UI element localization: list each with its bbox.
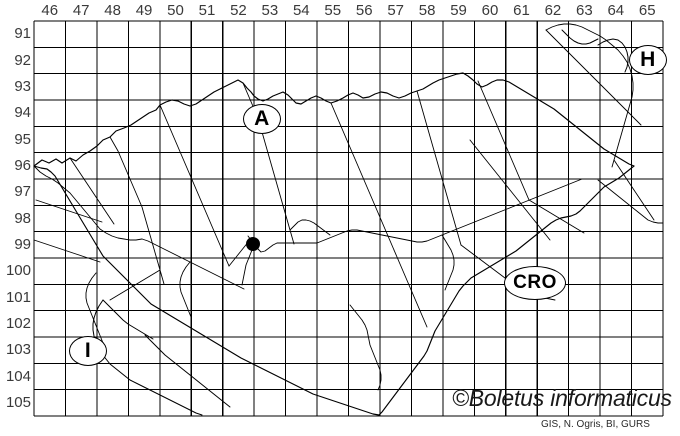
credit-text: GIS, N. Ogris, BI, GURS (540, 419, 651, 430)
y-axis-tick-label: 102 (5, 314, 31, 332)
y-axis-tick-label: 104 (5, 367, 31, 385)
y-axis-tick-label: 91 (14, 25, 31, 43)
y-axis-tick-label: 100 (5, 262, 31, 280)
copyright-text: ©Boletus informaticus (452, 385, 672, 411)
x-axis-tick-label: 54 (292, 2, 310, 19)
x-axis-tick-label: 61 (513, 2, 530, 19)
x-axis-tick-label: 62 (544, 2, 562, 19)
y-axis-tick-label: 93 (14, 77, 31, 95)
x-axis-tick-label: 53 (261, 2, 279, 19)
grid-lines (33, 20, 664, 417)
y-axis-tick-label: 94 (14, 104, 31, 122)
country-code-badge-i: I (69, 336, 107, 366)
x-axis-tick-label: 50 (167, 2, 184, 19)
x-axis-tick-label: 63 (576, 2, 593, 19)
y-axis-tick-label: 99 (14, 235, 31, 253)
y-axis-tick-label: 101 (5, 288, 31, 306)
country-border (33, 72, 635, 416)
y-axis-tick-label: 105 (5, 393, 31, 411)
y-axis-tick-label: 92 (14, 51, 31, 69)
x-axis-tick-label: 48 (104, 2, 121, 19)
y-axis-tick-label: 97 (14, 183, 31, 201)
x-axis-tick-label: 60 (481, 2, 499, 19)
y-axis-tick-label: 103 (5, 341, 31, 359)
country-code-badge-a: A (243, 104, 281, 134)
x-axis-tick-label: 49 (135, 2, 153, 19)
x-axis-tick-label: 64 (607, 2, 625, 19)
x-axis-tick-label: 56 (355, 2, 373, 19)
x-axis-tick-label: 51 (198, 2, 216, 19)
x-axis-tick-label: 55 (324, 2, 342, 19)
occurrence-dot (246, 237, 260, 251)
y-axis-tick-label: 95 (14, 130, 31, 148)
country-code-badge-h: H (629, 45, 667, 75)
x-axis-tick-label: 59 (450, 2, 467, 19)
x-axis-tick-label: 57 (387, 2, 404, 19)
country-code-badge-cro: CRO (504, 266, 566, 300)
x-axis-tick-label: 46 (41, 2, 59, 19)
y-axis-tick-label: 96 (14, 156, 31, 174)
x-axis-tick-label: 58 (418, 2, 436, 19)
x-axis-tick-label: 47 (72, 2, 90, 19)
coastline-detail (92, 299, 231, 416)
y-axis-tick-label: 98 (14, 209, 31, 227)
x-axis-tick-label: 65 (638, 2, 656, 19)
x-axis-tick-label: 52 (230, 2, 247, 19)
northeast-border-detail (561, 29, 629, 73)
